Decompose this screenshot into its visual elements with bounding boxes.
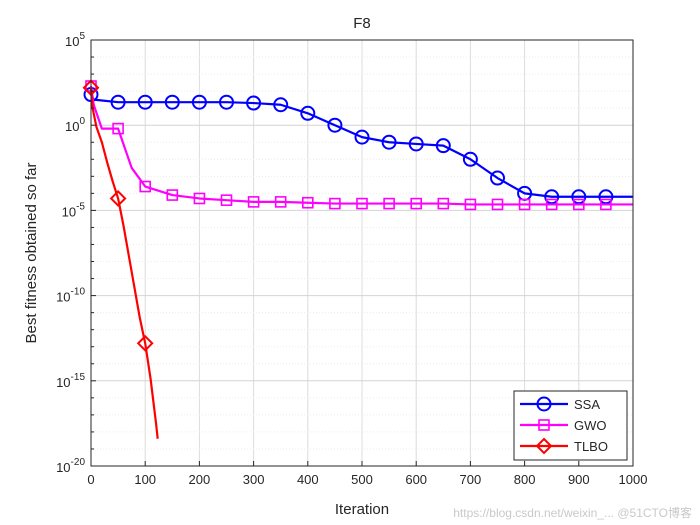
- marker-gwo: [600, 198, 612, 211]
- y-axis-label: Best fitness obtained so far: [23, 163, 40, 344]
- marker-ssa: [300, 105, 316, 121]
- marker-gwo: [329, 197, 341, 210]
- marker-ssa: [544, 189, 560, 205]
- watermark: https://blog.csdn.net/weixin_... @51CTO博…: [453, 506, 692, 520]
- series-layer: [82, 79, 633, 439]
- x-tick-label: 400: [297, 472, 319, 487]
- marker-gwo: [193, 192, 206, 205]
- legend: SSA GWO TLBO: [513, 390, 628, 461]
- y-tick-label: 10-15: [56, 372, 85, 390]
- legend-marker-tlbo: [535, 437, 553, 455]
- marker-ssa: [137, 94, 153, 110]
- marker-gwo: [247, 196, 260, 208]
- ticks: 0 100 200 300 400 500 600 700 800 900 1000 105 100 10…: [56, 31, 647, 487]
- x-tick-label: 300: [243, 472, 265, 487]
- series-gwo: [85, 80, 633, 211]
- marker-ssa: [490, 170, 505, 186]
- marker-ssa: [462, 151, 478, 167]
- marker-ssa: [273, 97, 289, 113]
- y-tick-label: 10-5: [62, 201, 86, 219]
- x-tick-label: 600: [405, 472, 427, 487]
- legend-label-gwo: GWO: [574, 418, 607, 433]
- x-tick-label: 100: [134, 472, 156, 487]
- x-tick-label: 700: [460, 472, 482, 487]
- series-line-tlbo: [89, 87, 159, 439]
- series-line-ssa: [90, 94, 633, 198]
- y-tick-label: 10-20: [56, 457, 85, 475]
- marker-ssa: [191, 94, 207, 110]
- marker-gwo: [545, 198, 558, 211]
- legend-label-ssa: SSA: [574, 397, 600, 412]
- marker-ssa: [435, 138, 451, 154]
- x-tick-label: 200: [189, 472, 211, 487]
- series-tlbo: [82, 79, 159, 439]
- marker-gwo: [491, 198, 504, 211]
- x-tick-label: 500: [351, 472, 373, 487]
- legend-label-tlbo: TLBO: [574, 439, 608, 454]
- legend-marker-ssa: [536, 396, 552, 412]
- marker-ssa: [110, 94, 126, 110]
- marker-gwo: [518, 198, 531, 211]
- marker-gwo: [166, 189, 179, 201]
- marker-gwo: [274, 196, 287, 208]
- marker-ssa: [246, 95, 262, 111]
- marker-ssa: [354, 129, 370, 145]
- marker-gwo: [356, 197, 368, 210]
- x-tick-label: 1000: [619, 472, 648, 487]
- marker-ssa: [598, 189, 614, 205]
- marker-ssa: [164, 94, 180, 110]
- y-tick-label: 10-10: [56, 287, 85, 305]
- x-tick-label: 0: [87, 472, 94, 487]
- marker-gwo: [301, 196, 314, 209]
- marker-tlbo: [136, 334, 154, 352]
- marker-gwo: [112, 122, 124, 135]
- marker-tlbo: [109, 190, 127, 207]
- y-tick-label: 100: [65, 116, 85, 134]
- marker-gwo: [383, 197, 395, 210]
- x-tick-label: 900: [568, 472, 590, 487]
- marker-ssa: [381, 134, 397, 150]
- marker-gwo: [572, 198, 585, 211]
- chart-title: F8: [353, 15, 371, 32]
- x-axis-label: Iteration: [335, 501, 389, 518]
- x-tick-label: 800: [514, 472, 536, 487]
- marker-ssa: [219, 94, 234, 110]
- marker-ssa: [571, 189, 587, 205]
- marker-gwo: [437, 197, 450, 210]
- marker-ssa: [327, 117, 343, 133]
- series-ssa: [83, 87, 633, 205]
- marker-gwo: [410, 197, 423, 210]
- marker-gwo: [464, 198, 477, 211]
- marker-gwo: [139, 180, 151, 193]
- marker-ssa: [408, 136, 424, 152]
- marker-gwo: [220, 194, 233, 206]
- legend-marker-gwo: [538, 419, 550, 431]
- y-tick-label: 105: [65, 31, 85, 49]
